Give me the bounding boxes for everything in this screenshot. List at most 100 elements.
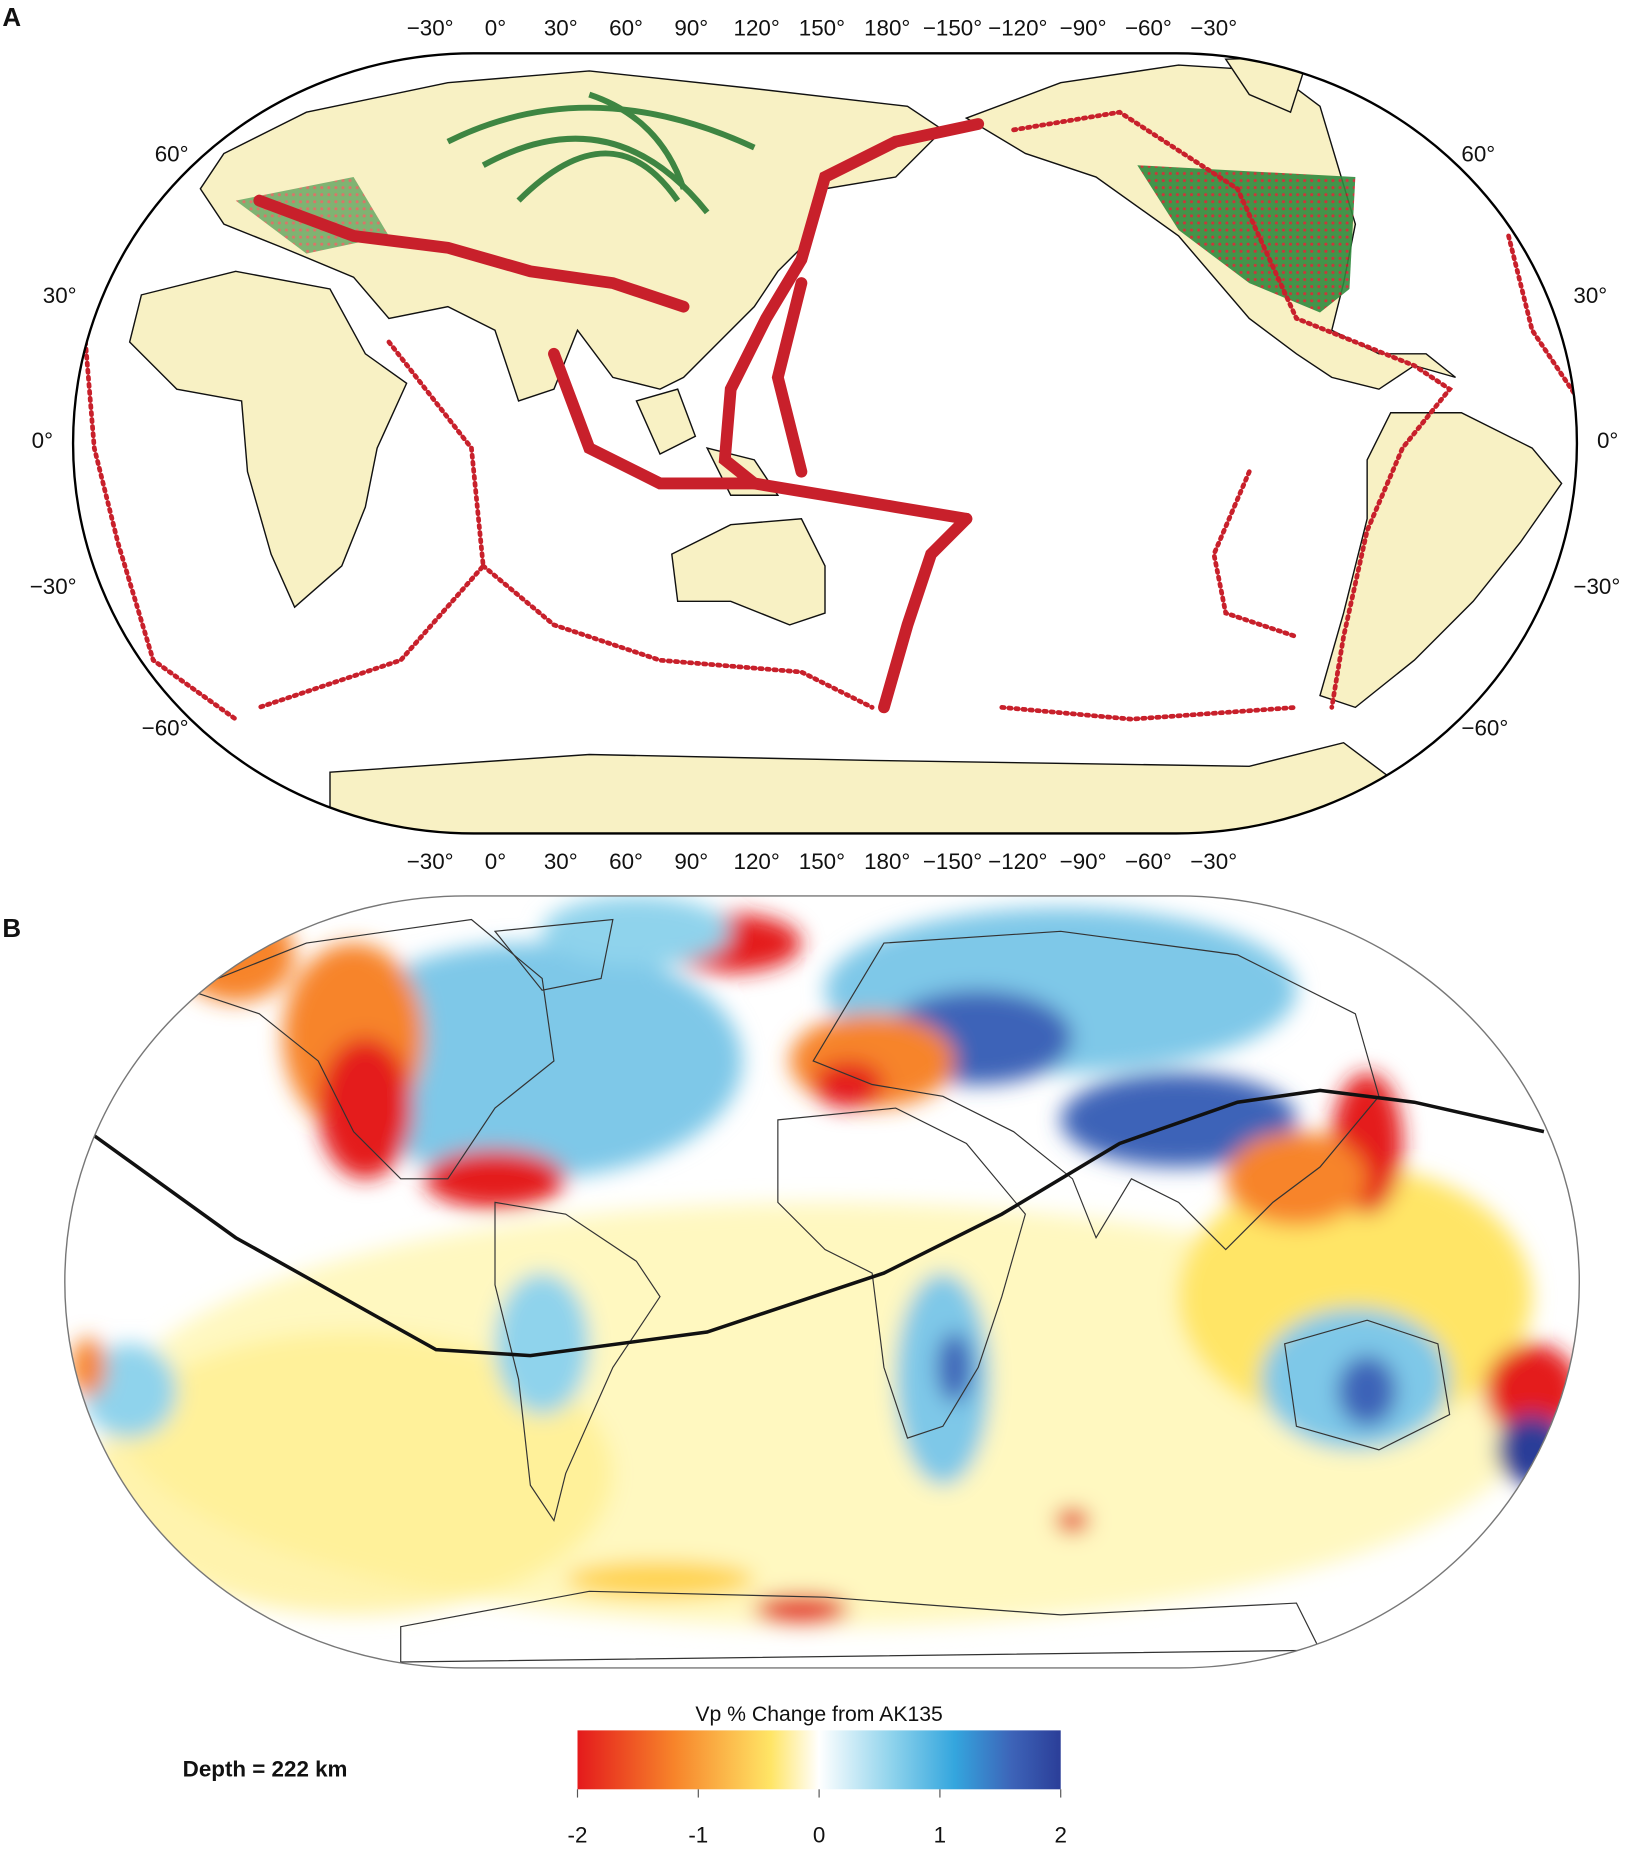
map-element [94, 1332, 613, 1615]
colorbar-tick-label: 0 [813, 1822, 825, 1847]
longitude-label: 120° [734, 849, 780, 874]
longitude-label: −60° [1125, 16, 1172, 41]
longitude-label: 150° [799, 849, 845, 874]
map-element [813, 1060, 884, 1109]
map-shape [1283, 1319, 1451, 1451]
map-shape [493, 918, 614, 991]
map-element [1225, 1131, 1368, 1226]
longitude-label: 180° [864, 849, 910, 874]
map-element [80, 109, 1577, 722]
map-element [186, 918, 1451, 1663]
map-shape [588, 91, 687, 190]
map-shape [1506, 233, 1577, 404]
labels: AB−30° 0° 30° 60° 90° 120° 150° 180° −150° −120° −… [2, 4, 1620, 1847]
map-element [253, 118, 985, 714]
longitude-label: 150° [799, 16, 845, 41]
latitude-label: −60° [142, 716, 189, 741]
longitude-label: −120° [988, 849, 1047, 874]
longitude-label: −30° [1190, 849, 1237, 874]
map-shape [400, 1590, 1321, 1663]
map-b [64, 895, 1580, 1790]
map-element [1337, 1355, 1397, 1427]
map-element [70, 895, 1580, 1663]
map-shape [446, 104, 756, 151]
map-shape [90, 1088, 1545, 1358]
panel-label: B [2, 915, 21, 943]
latitude-label: −30° [30, 574, 77, 599]
map-shape [80, 304, 239, 722]
longitude-label: −90° [1060, 849, 1107, 874]
map-element [1496, 1414, 1568, 1486]
longitude-label: 120° [734, 16, 780, 41]
longitude-label: −60° [1125, 849, 1172, 874]
longitude-label: −30° [1190, 16, 1237, 41]
longitude-label: 90° [674, 849, 708, 874]
colorbar-tick-label: -2 [568, 1822, 588, 1847]
map-shape [1319, 412, 1563, 709]
map-element [565, 1561, 755, 1598]
map-shape [1011, 109, 1454, 710]
longitude-label: −90° [1060, 16, 1107, 41]
latitude-label: 0° [1597, 428, 1618, 453]
latitude-label: 60° [1461, 142, 1495, 167]
map-shape [771, 277, 808, 478]
map-element [754, 1594, 849, 1624]
depth-label: Depth = 222 km [183, 1756, 348, 1781]
map-shape [999, 705, 1299, 722]
map-shape [329, 741, 1557, 834]
latitude-label: −60° [1461, 716, 1508, 741]
map-element [80, 56, 1577, 834]
latitude-label: 30° [43, 283, 77, 308]
map-shape [199, 70, 944, 402]
map-shape [186, 918, 555, 1180]
map-element [936, 1332, 973, 1403]
longitude-label: 30° [544, 16, 578, 41]
map-shape [128, 270, 408, 609]
longitude-label: −30° [407, 849, 454, 874]
map-shape [812, 930, 1380, 1251]
longitude-label: 30° [544, 849, 578, 874]
colorbar [577, 1730, 1061, 1790]
map-element [70, 895, 1580, 1627]
longitude-label: −150° [923, 849, 982, 874]
map-element [542, 895, 731, 967]
map-shape [253, 194, 690, 313]
colorbar-title: Vp % Change from AK135 [695, 1703, 943, 1726]
longitude-label: 0° [485, 16, 506, 41]
map-element [1056, 1508, 1089, 1533]
latitude-label: −30° [1573, 574, 1620, 599]
map-shape [494, 1201, 661, 1523]
map-shape [548, 347, 973, 525]
map-shape [671, 518, 826, 626]
panel-label: A [2, 4, 21, 32]
map-shape [777, 1107, 1027, 1439]
longitude-label: −150° [923, 16, 982, 41]
map-element [446, 91, 756, 215]
latitude-label: 30° [1573, 283, 1607, 308]
colorbar-tick-label: 2 [1054, 1822, 1066, 1847]
colorbar-tick-label: -1 [688, 1822, 708, 1847]
longitude-label: 90° [674, 16, 708, 41]
latitude-label: 60° [155, 142, 189, 167]
map-shape [718, 118, 985, 490]
map-a [71, 52, 1579, 835]
longitude-label: −120° [988, 16, 1047, 41]
map-shape [878, 512, 973, 714]
map-element [71, 52, 1579, 835]
map-element [424, 1149, 566, 1209]
latitude-label: 0° [32, 428, 53, 453]
colorbar-tick-label: 1 [934, 1822, 946, 1847]
map-element [318, 1037, 413, 1179]
map-shape [1137, 165, 1356, 313]
longitude-label: −30° [407, 16, 454, 41]
map-element [64, 895, 1580, 1669]
map-shape [516, 150, 681, 203]
map-shape [480, 563, 875, 710]
map-element [318, 943, 743, 1179]
longitude-label: 180° [864, 16, 910, 41]
longitude-label: 60° [609, 16, 643, 41]
longitude-label: 60° [609, 849, 643, 874]
map-element [70, 1337, 107, 1397]
